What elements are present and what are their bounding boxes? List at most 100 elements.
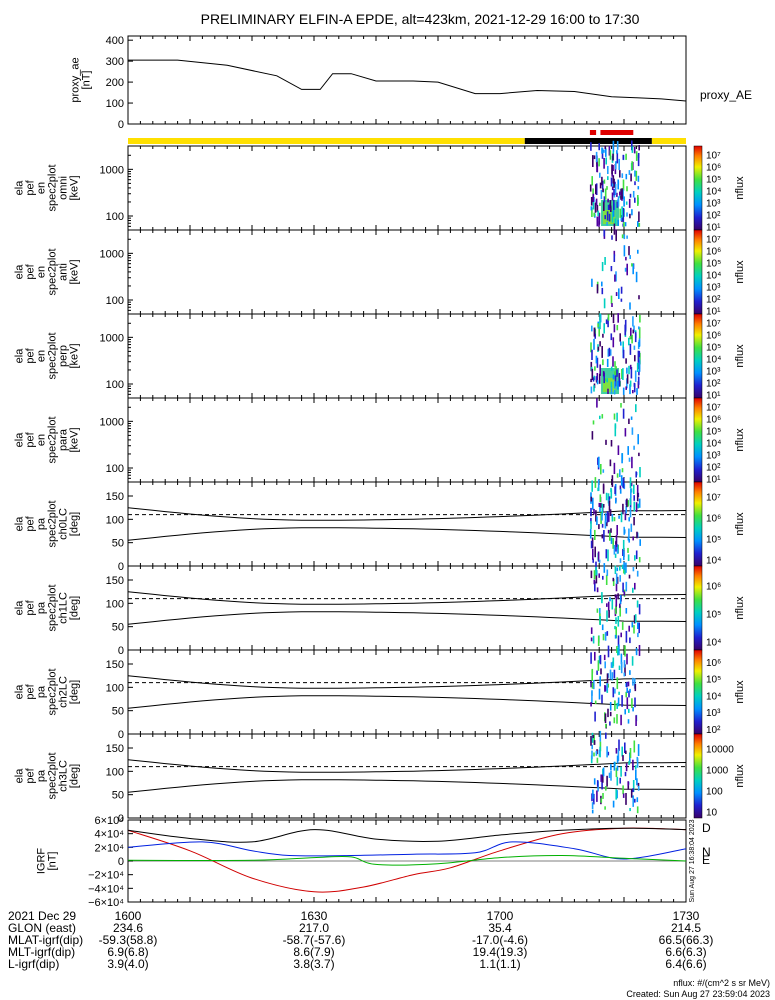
pa-speck xyxy=(616,776,619,786)
pa-speck xyxy=(590,735,592,746)
flux-speck xyxy=(612,165,614,171)
y-tick-label: 0 xyxy=(118,729,124,741)
flux-speck xyxy=(637,434,639,445)
pa-speck xyxy=(609,530,611,541)
pa-speck xyxy=(590,755,593,764)
pa-speck xyxy=(600,512,602,524)
pa-speck xyxy=(618,691,620,695)
flux-speck xyxy=(618,288,620,299)
pa-speck xyxy=(604,520,607,529)
colorbar-tick-label: 10⁶ xyxy=(706,582,721,593)
ylabel-ch0LC: ela pef pa spec2plot ch0LC [deg] xyxy=(14,500,81,547)
y-tick-label: 400 xyxy=(106,35,124,47)
ylabel-ch2LC: ela pef pa spec2plot ch2LC [deg] xyxy=(14,668,81,715)
pa-speck xyxy=(623,672,626,677)
pa-speck xyxy=(636,758,639,768)
pa-speck xyxy=(615,573,618,584)
pa-speck xyxy=(606,603,608,607)
flux-speck xyxy=(632,316,634,327)
colorbar-tick-label: 10⁵ xyxy=(706,342,721,353)
pa-speck xyxy=(610,487,612,493)
pa-speck xyxy=(620,653,623,665)
pa-speck xyxy=(622,503,624,515)
pa-speck xyxy=(624,742,626,753)
pa-speck xyxy=(627,500,629,507)
ylabel-line: [nT] xyxy=(81,71,93,90)
legend-N: N xyxy=(702,845,711,859)
ylabel-ch3LC: ela pef pa spec2plot ch3LC [deg] xyxy=(14,752,81,799)
y-tick-label: 100 xyxy=(106,682,124,694)
y-tick-label: 100 xyxy=(106,598,124,610)
pa-speck xyxy=(616,790,618,799)
panel-frame xyxy=(127,733,687,819)
pa-speck xyxy=(629,498,632,506)
pa-speck xyxy=(601,534,604,539)
ylabel-line: ela xyxy=(14,264,26,280)
pa-speck xyxy=(627,547,629,553)
pa-speck xyxy=(591,480,593,492)
colorbar-tick-label: 10⁴ xyxy=(706,270,721,281)
axis-row-value: 6.6(6.3) xyxy=(665,945,706,959)
y-tick-label: 6×10⁴ xyxy=(94,815,124,827)
flux-speck xyxy=(599,202,601,206)
colorbar-tick-label: 10³ xyxy=(706,366,721,377)
flux-speck xyxy=(607,166,609,174)
ylabel-line: en xyxy=(36,434,48,446)
flux-speck xyxy=(616,150,618,154)
pa-speck xyxy=(615,497,617,504)
pa-speck xyxy=(627,782,630,790)
axis-row-value: 19.4(19.3) xyxy=(473,945,528,959)
pa-speck xyxy=(613,545,616,555)
flux-speck xyxy=(621,206,623,218)
flux-speck xyxy=(628,365,630,375)
pa-speck xyxy=(629,808,631,812)
pa-speck xyxy=(614,626,616,630)
pa-speck xyxy=(635,715,637,726)
flux-speck xyxy=(620,286,623,294)
flux-speck xyxy=(622,341,624,353)
flux-speck xyxy=(633,382,636,387)
ylabel-line: en xyxy=(36,182,48,194)
flux-speck xyxy=(638,327,641,339)
ylabel-perp: ela pef en spec2plot perp [keV] xyxy=(14,332,81,379)
colorbar-tick-label: 10⁶ xyxy=(706,162,721,173)
flux-speck xyxy=(637,153,640,159)
pa-speck xyxy=(608,500,611,511)
colorbar-ch1LC xyxy=(693,565,703,651)
pa-speck xyxy=(594,546,596,558)
pa-speck xyxy=(620,475,623,486)
flux-speck xyxy=(592,155,594,167)
flux-speck xyxy=(603,323,605,334)
flux-speck xyxy=(603,298,606,309)
pa-speck xyxy=(621,622,624,630)
ylabel-line: pef xyxy=(25,179,37,195)
flux-speck xyxy=(637,221,639,227)
pa-speck xyxy=(615,767,618,778)
pa-speck xyxy=(627,554,630,561)
pa-speck xyxy=(605,786,607,791)
pa-speck xyxy=(596,790,598,802)
flux-speck xyxy=(592,377,595,382)
pa-speck xyxy=(614,553,617,558)
flux-speck xyxy=(600,464,602,475)
flux-speck xyxy=(591,325,593,332)
flux-speck xyxy=(614,218,616,224)
panel-frame xyxy=(127,649,687,735)
pa-speck xyxy=(634,683,637,692)
ylabel-line: en xyxy=(36,350,48,362)
pa-speck xyxy=(623,660,626,668)
axis-row-value: 234.6 xyxy=(113,921,143,935)
pa-speck xyxy=(594,581,596,592)
flux-speck xyxy=(629,384,631,395)
flux-speck xyxy=(624,267,627,272)
pa-speck xyxy=(623,550,625,561)
flux-speck xyxy=(590,342,592,353)
pa-speck xyxy=(590,540,593,549)
flux-speck xyxy=(604,257,606,265)
colorbar-label: nflux xyxy=(734,680,746,704)
colorbar-perp xyxy=(693,313,703,399)
pa-speck xyxy=(600,502,602,508)
flux-speck xyxy=(611,186,614,191)
flux-speck xyxy=(623,234,626,240)
pa-speck xyxy=(612,687,615,698)
